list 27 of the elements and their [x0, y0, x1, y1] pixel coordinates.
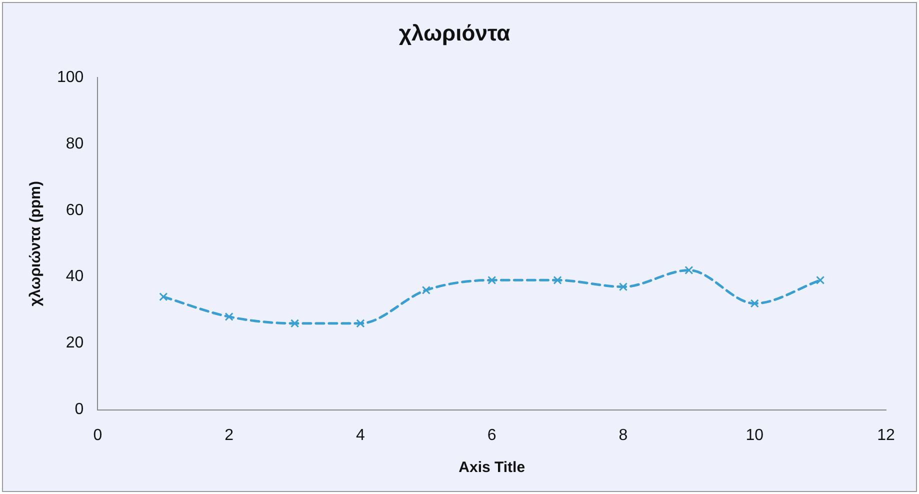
point	[356, 319, 365, 328]
x-tick-label: 10	[746, 426, 764, 444]
point	[553, 276, 562, 284]
point	[618, 282, 628, 292]
x-tick-label: 0	[93, 426, 102, 444]
x-tick-label: 6	[487, 426, 496, 444]
x-tick-label: 2	[224, 426, 234, 444]
y-tick-label: 40	[66, 268, 84, 286]
y-tick-label: 20	[66, 334, 84, 352]
point	[684, 266, 694, 274]
point	[224, 312, 234, 322]
point	[750, 299, 759, 308]
point	[488, 276, 496, 284]
y-tick-label: 60	[66, 202, 84, 219]
point	[290, 319, 300, 328]
y-tick-label: 0	[74, 401, 84, 418]
y-axis-title: χλωριώντα (ppm)	[27, 180, 44, 306]
point	[422, 286, 430, 294]
point	[159, 292, 168, 302]
x-tick-label: 8	[618, 426, 628, 444]
chart-title: χλωριόντα	[398, 20, 511, 46]
x-tick-label: 12	[877, 426, 895, 444]
x-tick-label: 4	[356, 426, 366, 444]
x-axis-title: Axis Title	[458, 459, 526, 476]
y-tick-label: 80	[66, 135, 84, 152]
y-tick-label: 100	[56, 68, 84, 86]
point	[816, 276, 825, 284]
